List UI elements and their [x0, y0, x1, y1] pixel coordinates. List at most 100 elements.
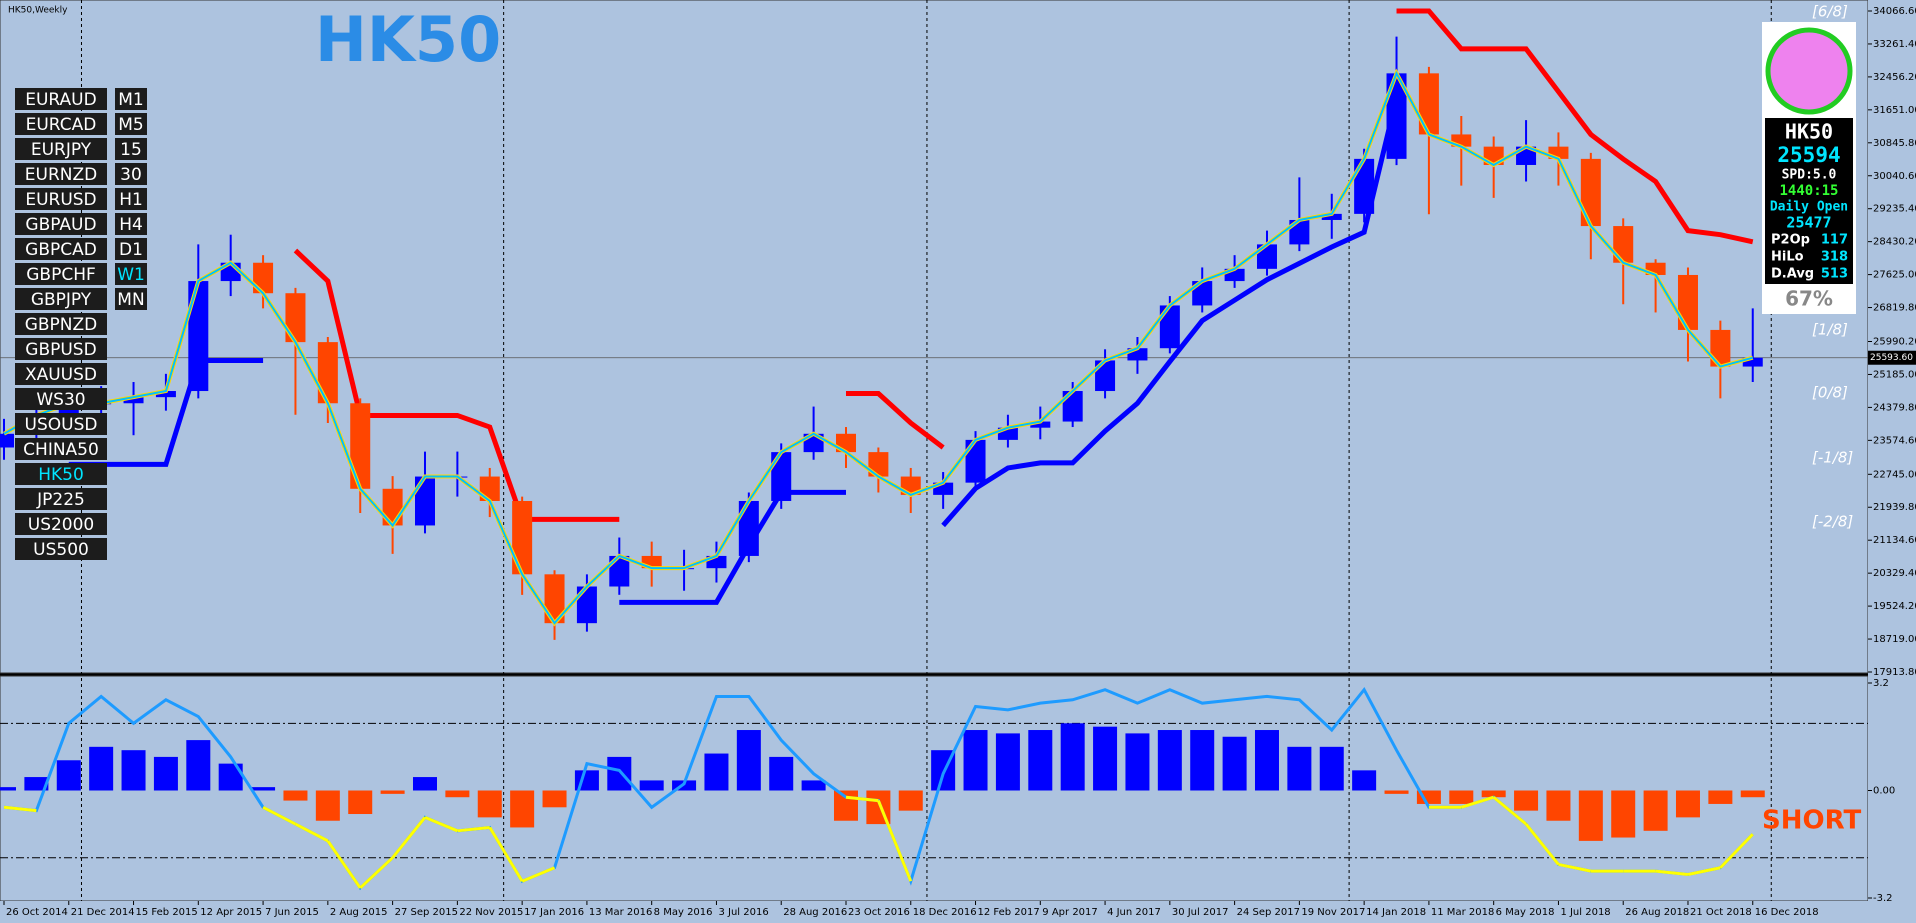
histogram-bar	[1578, 790, 1603, 841]
info-box	[1765, 118, 1853, 284]
y-tick-label: 22745.00	[1873, 469, 1916, 480]
button-face[interactable]	[15, 488, 107, 510]
histogram-bar	[1060, 723, 1085, 791]
symbol-button[interactable]: GBPCHF W1	[15, 263, 147, 285]
button-face[interactable]	[15, 338, 107, 360]
symbol-label[interactable]: XAUUSD	[25, 365, 97, 385]
symbol-button[interactable]: CHINA50	[15, 438, 107, 460]
button-face[interactable]	[15, 188, 107, 210]
symbol-button[interactable]: XAUUSD	[15, 363, 107, 385]
button-face[interactable]	[15, 363, 107, 385]
y-tick-label: 33261.40	[1873, 39, 1916, 50]
timeframe-label[interactable]: MN	[117, 290, 144, 310]
button-face[interactable]	[15, 438, 107, 460]
price-label: 25593.60	[1870, 353, 1913, 363]
timeframe-label[interactable]: M1	[118, 90, 143, 110]
symbol-button[interactable]: GBPJPY MN	[15, 288, 147, 310]
symbol-label[interactable]: GBPCHF	[26, 265, 96, 285]
symbol-label[interactable]: CHINA50	[23, 440, 99, 460]
symbol-label[interactable]: EURUSD	[25, 190, 96, 210]
button-face[interactable]	[15, 213, 107, 235]
signal-line-negative	[1719, 833, 1754, 869]
button-face[interactable]	[15, 538, 107, 560]
symbol-label[interactable]: EURCAD	[26, 115, 97, 135]
button-face[interactable]	[15, 463, 107, 485]
button-face[interactable]	[115, 288, 147, 310]
candle-body	[1710, 329, 1731, 367]
button-face[interactable]	[15, 413, 107, 435]
button-face[interactable]	[115, 163, 147, 185]
symbol-label[interactable]: GBPJPY	[31, 290, 92, 310]
button-face[interactable]	[15, 313, 107, 335]
button-face[interactable]	[115, 238, 147, 260]
histogram-bar	[153, 756, 178, 791]
candle-body	[1580, 158, 1601, 227]
button-face[interactable]	[115, 188, 147, 210]
symbol-label[interactable]: GBPNZD	[25, 315, 98, 335]
symbol-button[interactable]: US2000	[15, 513, 107, 535]
y-tick-label: 29235.40	[1873, 204, 1916, 215]
symbol-label[interactable]: JP225	[36, 490, 85, 510]
signal-line-negative	[3, 805, 37, 813]
symbol-label[interactable]: EURAUD	[25, 90, 96, 110]
y-tick-label: 20329.40	[1873, 568, 1916, 579]
symbol-button[interactable]: EURUSD H1	[15, 188, 147, 210]
histogram-bar	[445, 790, 470, 798]
symbol-button[interactable]: JP225	[15, 488, 107, 510]
button-face[interactable]	[115, 213, 147, 235]
button-face[interactable]	[15, 88, 107, 110]
button-face[interactable]	[115, 138, 147, 160]
symbol-label[interactable]: GBPCAD	[25, 240, 97, 260]
symbol-button[interactable]: US500	[15, 538, 107, 560]
symbol-label[interactable]: GBPUSD	[25, 340, 96, 360]
timeframe-label[interactable]: D1	[119, 240, 143, 260]
button-face[interactable]	[15, 388, 107, 410]
candle-body	[253, 262, 274, 294]
symbol-label[interactable]: US2000	[28, 515, 95, 535]
info-spread: SPD:5.0	[1782, 168, 1837, 183]
symbol-label[interactable]: US500	[33, 540, 89, 560]
symbol-label[interactable]: USOUSD	[25, 415, 98, 435]
symbol-button[interactable]: EURJPY 15	[15, 138, 147, 160]
histogram-bar	[607, 756, 632, 791]
timeframe-label[interactable]: H4	[119, 215, 143, 235]
histogram-bar	[315, 790, 340, 821]
symbol-label[interactable]: HK50	[38, 465, 84, 485]
timeframe-label[interactable]: 30	[120, 165, 142, 185]
symbol-button[interactable]: GBPUSD	[15, 338, 107, 360]
button-face[interactable]	[15, 113, 107, 135]
symbol-label[interactable]: EURNZD	[25, 165, 97, 185]
button-face[interactable]	[15, 238, 107, 260]
main-panel	[0, 0, 1869, 674]
timeframe-label[interactable]: 15	[120, 140, 142, 160]
button-face[interactable]	[15, 163, 107, 185]
symbol-button[interactable]: EURNZD 30	[15, 163, 147, 185]
button-face[interactable]	[15, 288, 107, 310]
button-face[interactable]	[115, 88, 147, 110]
button-face[interactable]	[15, 138, 107, 160]
x-tick-label: 13 Mar 2016	[589, 907, 652, 918]
symbol-button[interactable]: GBPCAD D1	[15, 238, 147, 260]
symbol-button[interactable]: EURCAD M5	[15, 113, 147, 135]
histogram-bar	[1611, 790, 1636, 838]
button-face[interactable]	[15, 513, 107, 535]
timeframe-label[interactable]: W1	[117, 265, 145, 285]
timeframe-label[interactable]: M5	[118, 115, 143, 135]
button-face[interactable]	[115, 263, 147, 285]
symbol-label[interactable]: GBPAUD	[25, 215, 96, 235]
button-face[interactable]	[15, 263, 107, 285]
candle-body	[1321, 213, 1342, 220]
symbol-button[interactable]: USOUSD	[15, 413, 107, 435]
symbol-label[interactable]: WS30	[36, 390, 85, 410]
symbol-label[interactable]: EURJPY	[31, 140, 92, 160]
symbol-button[interactable]: WS30	[15, 388, 107, 410]
timeframe-label[interactable]: H1	[119, 190, 143, 210]
button-face[interactable]	[115, 113, 147, 135]
info-row-value: 117	[1821, 233, 1848, 248]
symbol-button[interactable]: GBPAUD H4	[15, 213, 147, 235]
symbol-button[interactable]: GBPNZD	[15, 313, 107, 335]
signal-line-negative	[521, 866, 556, 883]
symbol-button[interactable]: HK50	[15, 463, 107, 485]
signal-line-negative	[391, 816, 427, 859]
symbol-button[interactable]: EURAUD M1	[15, 88, 147, 110]
